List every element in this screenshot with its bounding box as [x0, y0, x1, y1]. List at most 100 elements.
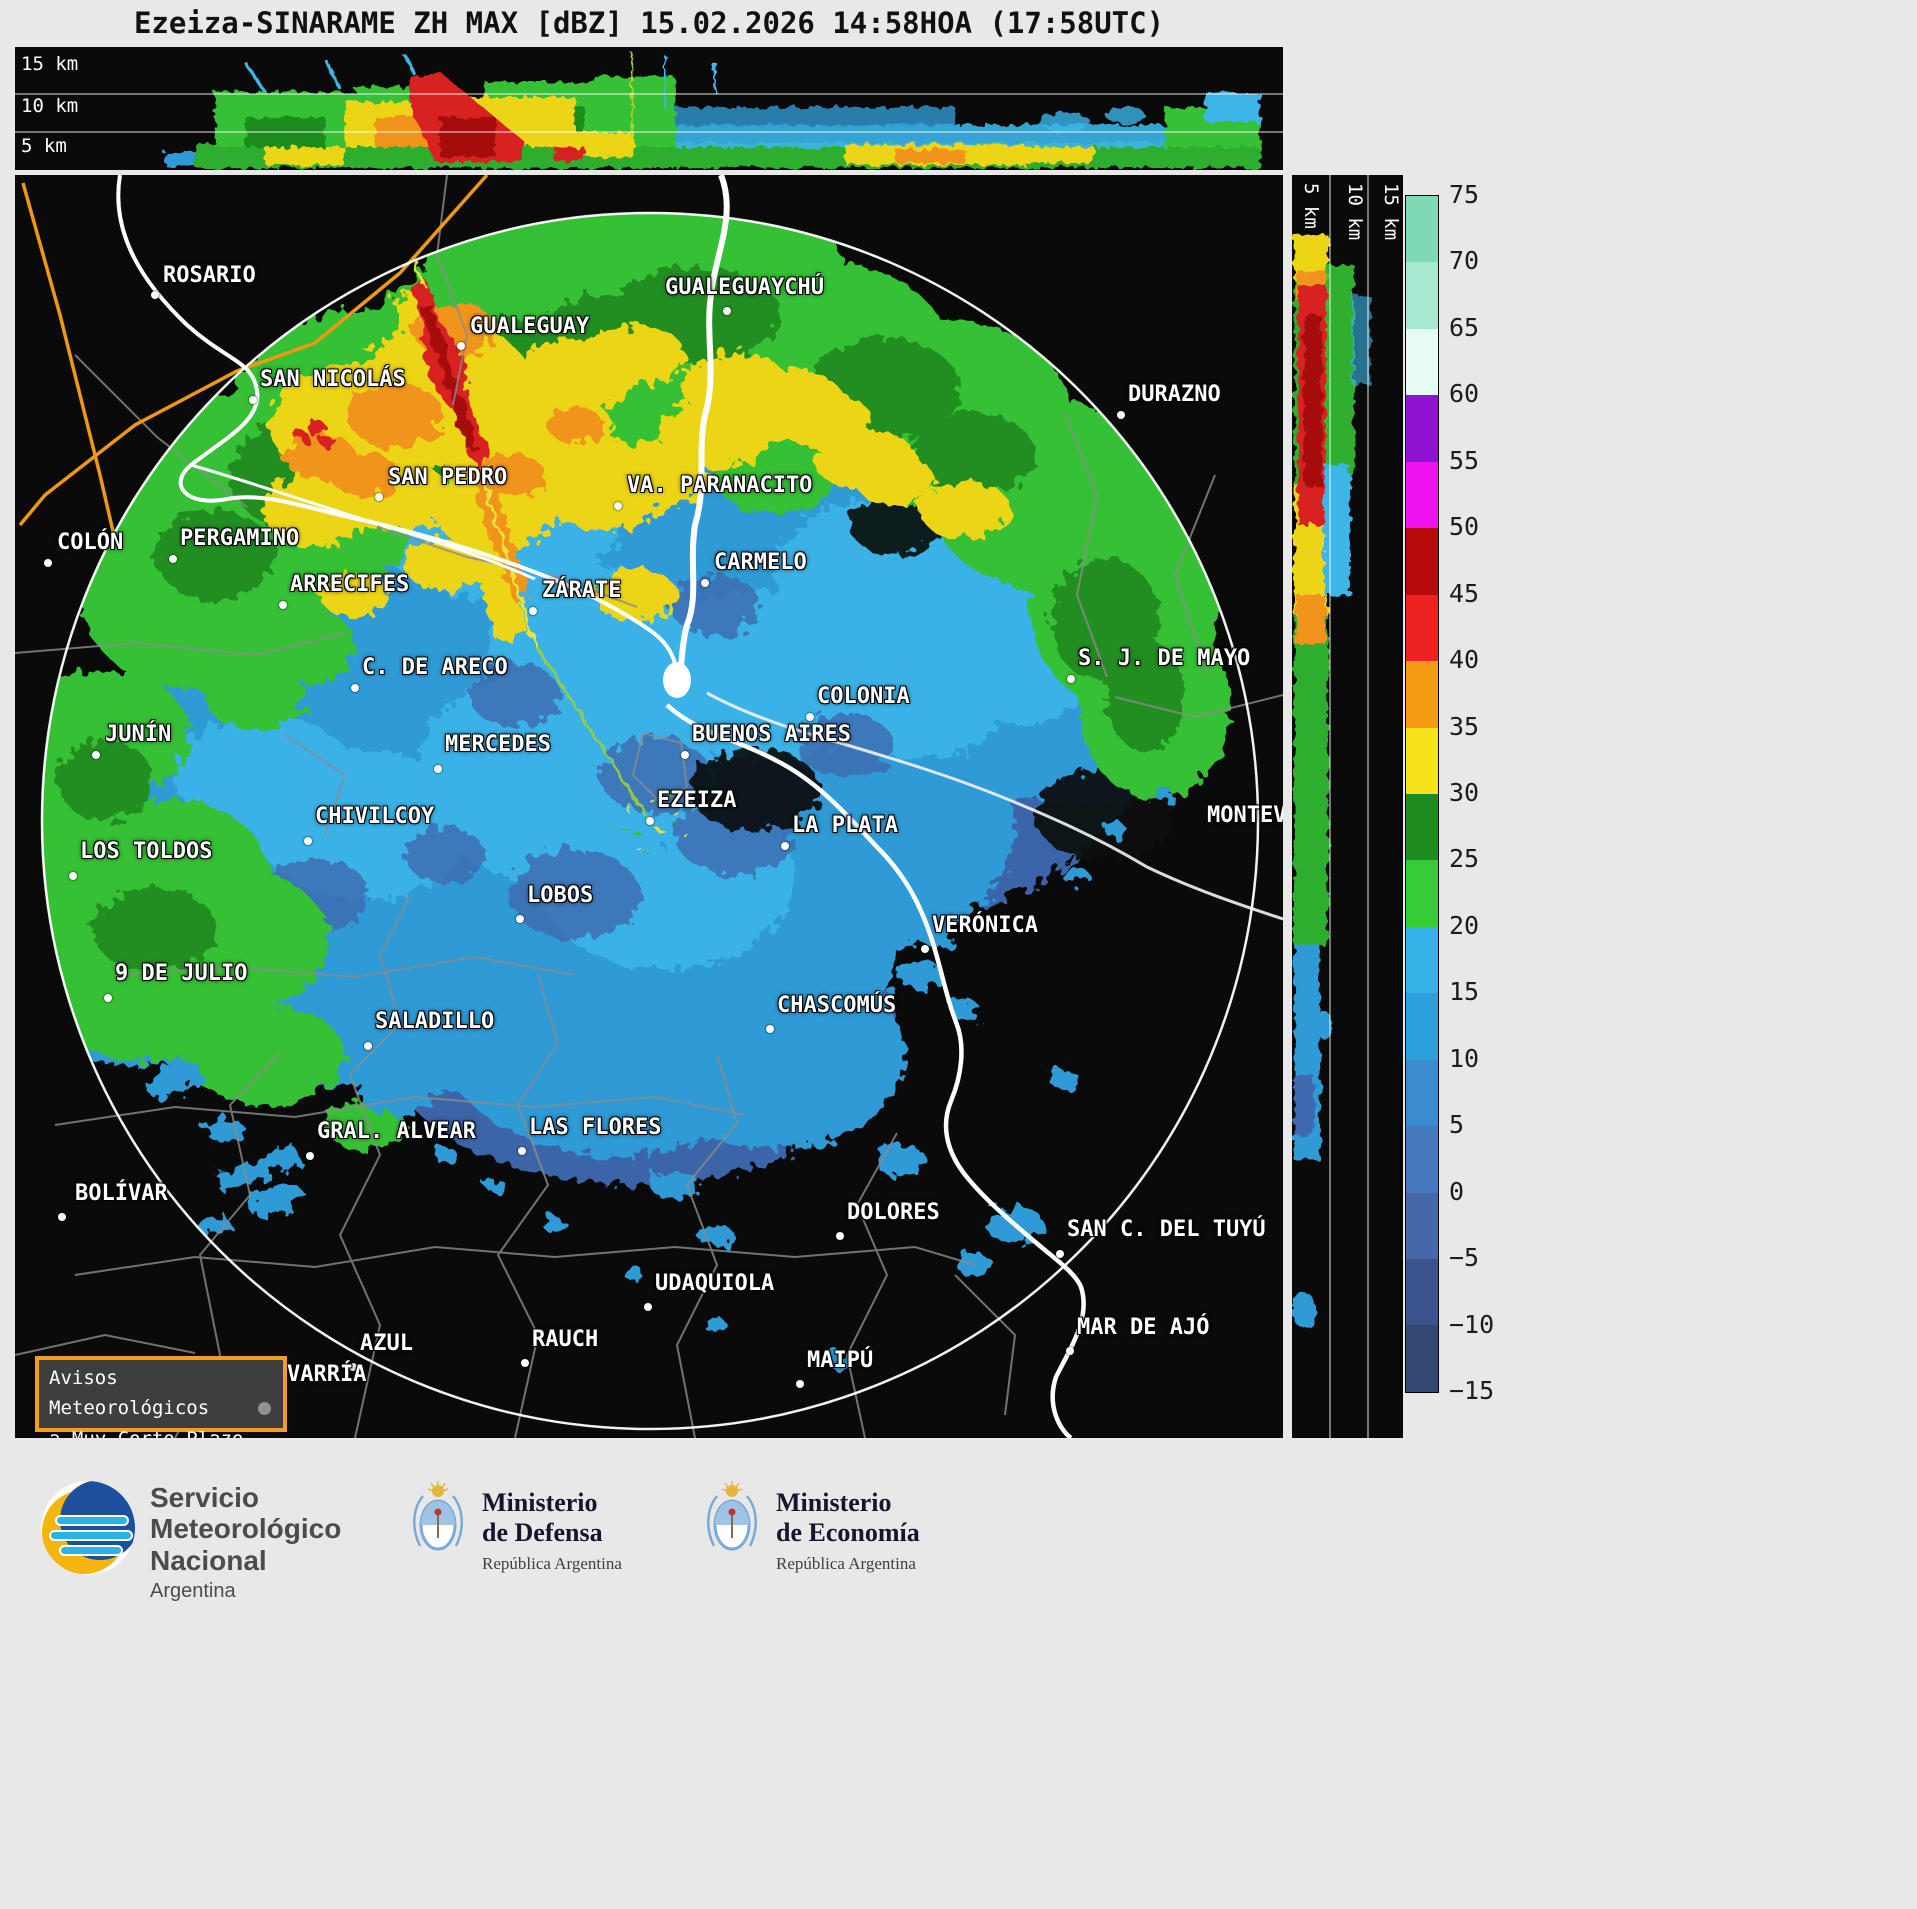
colorbar-segment — [1406, 262, 1438, 329]
colorbar-tick-label: 65 — [1449, 312, 1480, 342]
defensa-subtitle: República Argentina — [482, 1553, 622, 1573]
city-label: ROSARIO — [163, 263, 256, 288]
colorbar-tick-label: 35 — [1449, 711, 1480, 741]
city-label: SALADILLO — [375, 1009, 495, 1034]
city-marker — [351, 684, 359, 692]
range-ring — [40, 211, 1260, 1431]
city-label: CARMELO — [714, 550, 807, 575]
warning-box: Avisos Meteorológicos a Muy Corto Plazo — [35, 1356, 287, 1438]
colorbar-tick-label: 40 — [1449, 645, 1480, 675]
warning-dot-icon — [258, 1402, 271, 1415]
city-marker — [69, 872, 77, 880]
city-label: RAUCH — [532, 1327, 599, 1352]
colorbar-tick-label: 45 — [1449, 578, 1480, 608]
height-label-5km: 5 km — [21, 135, 67, 157]
city-label: UDAQUIOLA — [655, 1271, 775, 1296]
city-label: VARRÍA — [287, 1362, 367, 1387]
colorbar-gradient — [1405, 195, 1439, 1393]
smn-name-line1: Servicio — [150, 1482, 259, 1513]
smn-name-line3: Nacional — [150, 1544, 267, 1576]
colorbar-segment — [1406, 727, 1438, 794]
colorbar-segment — [1406, 926, 1438, 994]
city-label: S. J. DE MAYO — [1078, 646, 1251, 671]
city-label: LOBOS — [527, 883, 594, 908]
colorbar-segment — [1406, 461, 1438, 529]
cross-section-right-graphic — [1292, 175, 1403, 1438]
city-label: AZUL — [360, 1331, 413, 1356]
city-label: VERÓNICA — [932, 913, 1038, 938]
city-label: BUENOS AIRES — [692, 722, 851, 747]
colorbar-segment — [1406, 793, 1438, 861]
city-marker — [521, 1359, 529, 1367]
colorbar-tick-label: 5 — [1449, 1110, 1465, 1140]
city-label: EZEIZA — [657, 788, 737, 813]
city-marker — [518, 1147, 526, 1155]
city-label: COLÓN — [57, 530, 124, 555]
colorbar-tick-label: 30 — [1449, 777, 1480, 807]
economia-title-line1: Ministerio — [776, 1488, 892, 1517]
city-marker — [104, 994, 112, 1002]
city-label: CHIVILCOY — [315, 804, 435, 829]
city-marker — [58, 1213, 66, 1221]
economia-title-line2: de Economía — [776, 1517, 920, 1547]
height-label-10km: 10 km — [21, 95, 79, 117]
cross-section-top-graphic — [15, 47, 1283, 170]
colorbar-ticks: 75 70 65 60 55 50 45 40 35 30 25 20 15 10 5 0 −5 −10 −15 — [1449, 180, 1539, 1405]
city-marker — [644, 1303, 652, 1311]
colorbar-tick-label: 75 — [1449, 179, 1480, 209]
city-label: ZÁRATE — [542, 578, 622, 603]
city-label: ARRECIFES — [290, 572, 410, 597]
city-label: DOLORES — [847, 1200, 940, 1225]
colorbar-tick-label: 70 — [1449, 246, 1480, 276]
height-label-5km-vertical: 5 km — [1300, 183, 1322, 229]
city-label: CHASCOMÚS — [777, 993, 897, 1018]
rivers — [116, 175, 1283, 1438]
colorbar-segment — [1406, 528, 1438, 595]
colorbar-segment — [1406, 1192, 1438, 1259]
city-label: C. DE ARECO — [362, 655, 508, 680]
city-label: VA. PARANACITO — [627, 473, 813, 498]
city-label: MAR DE AJÓ — [1077, 1315, 1210, 1340]
city-label: SAN PEDRO — [388, 465, 508, 490]
colorbar-segment — [1406, 993, 1438, 1060]
city-marker — [614, 502, 622, 510]
economia-subtitle: República Argentina — [776, 1553, 916, 1573]
city-label: GUALEGUAYCHÚ — [665, 275, 824, 300]
height-label-15km: 15 km — [21, 53, 79, 75]
height-label-10km-vertical: 10 km — [1344, 183, 1366, 241]
colorbar-segment — [1406, 1126, 1438, 1193]
city-label: COLONIA — [817, 684, 910, 709]
city-label: BOLÍVAR — [75, 1181, 168, 1206]
ground-clutter — [622, 793, 688, 858]
colorbar-segment — [1406, 196, 1438, 263]
city-marker — [249, 396, 257, 404]
main-radar-map: ROSARIO GUALEGUAYCHÚ GUALEGUAY SAN NICOLÁS D… — [15, 175, 1283, 1438]
warning-line-1: Avisos Meteorológicos — [49, 1367, 210, 1420]
footer: Servicio Meteorológico Nacional Argentin… — [0, 1438, 1917, 1909]
city-label: GRAL. ALVEAR — [317, 1119, 476, 1144]
city-marker — [806, 713, 814, 721]
smn-wordmark: Servicio Meteorológico Nacional Argentin… — [150, 1482, 341, 1603]
city-marker — [375, 493, 383, 501]
city-label: 9 DE JULIO — [115, 961, 248, 986]
city-marker — [304, 837, 312, 845]
city-marker — [44, 559, 52, 567]
defensa-coat-of-arms — [408, 1480, 468, 1558]
city-marker — [364, 1042, 372, 1050]
colorbar-tick-label: −15 — [1449, 1375, 1495, 1405]
page-title: Ezeiza-SINARAME ZH MAX [dBZ] 15.02.2026 … — [133, 6, 1165, 40]
colorbar-tick-label: 15 — [1449, 977, 1480, 1007]
city-label: LAS FLORES — [529, 1115, 662, 1140]
colorbar-tick-label: 55 — [1449, 445, 1480, 475]
city-marker — [169, 555, 177, 563]
colorbar-segment — [1406, 594, 1438, 662]
colorbar-segment — [1406, 1259, 1438, 1326]
colorbar-tick-label: 0 — [1449, 1176, 1465, 1206]
city-layer: ROSARIO GUALEGUAYCHÚ GUALEGUAY SAN NICOLÁS D… — [15, 175, 1283, 1438]
height-label-15km-vertical: 15 km — [1380, 183, 1402, 241]
warning-line-2: a Muy Corto Plazo — [49, 1424, 273, 1438]
economia-coat-of-arms — [702, 1480, 762, 1558]
defensa-title-line1: Ministerio — [482, 1488, 598, 1517]
colorbar-segment — [1406, 661, 1438, 728]
colorbar-tick-label: 10 — [1449, 1043, 1480, 1073]
